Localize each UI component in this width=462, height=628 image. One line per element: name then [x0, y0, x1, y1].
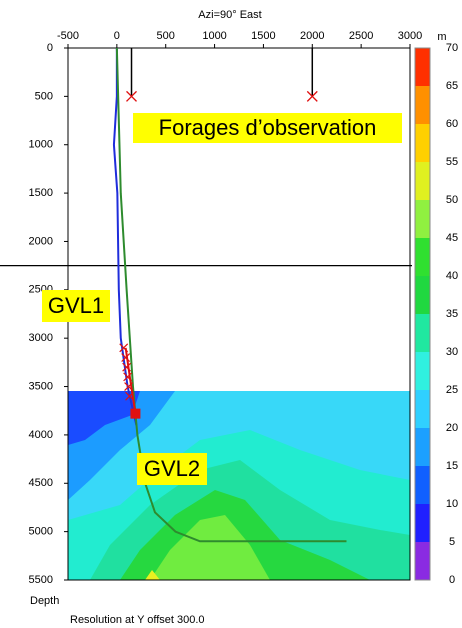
chart-title: Azi=90° East [198, 9, 261, 21]
y-tick-label: 2000 [29, 235, 53, 247]
x-tick-label: 1000 [202, 30, 226, 42]
colorbar-tick-label: 20 [446, 422, 458, 434]
colorbar-segment [415, 542, 430, 580]
annotation: GVL1 [48, 293, 104, 318]
y-tick-label: 3000 [29, 332, 53, 344]
annotation-box [137, 453, 207, 485]
colorbar-tick-label: 65 [446, 80, 458, 92]
marker [125, 391, 134, 401]
colorbar-segment [415, 314, 430, 352]
colorbar-frame [414, 47, 431, 581]
colorbar-segment [415, 162, 430, 200]
x-tick-label: -500 [57, 30, 79, 42]
marker [121, 353, 131, 362]
observation-marker [306, 90, 318, 102]
y-tick-label: 5000 [29, 526, 53, 538]
colorbar-tick-label: 35 [446, 308, 458, 320]
y-tick-label: 5500 [29, 574, 53, 586]
y-tick-label: 4000 [29, 429, 53, 441]
x-tick-label: 1500 [251, 30, 275, 42]
y-tick-label: 1000 [29, 139, 53, 151]
y-tick-label: 0 [47, 42, 53, 54]
marker [123, 372, 133, 382]
colorbar-segment [415, 48, 430, 86]
x-tick-label: 2500 [349, 30, 373, 42]
colorbar-label: m [437, 31, 446, 43]
annotation: GVL2 [144, 456, 200, 481]
colorbar-segment [415, 504, 430, 542]
x-tick-label: 3000 [398, 30, 422, 42]
colorbar-segment [415, 200, 430, 238]
y-tick-label: 500 [35, 90, 53, 102]
colorbar-tick-label: 50 [446, 194, 458, 206]
colorbar-tick-label: 5 [449, 536, 455, 548]
colorbar-tick-label: 0 [449, 574, 455, 586]
contour-band [68, 391, 140, 445]
colorbar-segment [415, 238, 430, 276]
colorbar-segment [415, 466, 430, 504]
marker [119, 343, 129, 353]
colorbar-tick-label: 30 [446, 346, 458, 358]
y-tick-label: 4500 [29, 477, 53, 489]
contour-band [150, 515, 270, 580]
colorbar-segment [415, 86, 430, 124]
y-tick-label: 1500 [29, 187, 53, 199]
colorbar-segment [415, 390, 430, 428]
colorbar-segment [415, 276, 430, 314]
observation-marker [126, 90, 137, 102]
colorbar-tick-label: 25 [446, 384, 458, 396]
colorbar-tick-label: 70 [446, 42, 458, 54]
colorbar-segment [415, 352, 430, 390]
y-tick-label: 3500 [29, 380, 53, 392]
contour-band [145, 570, 160, 580]
colorbar-tick-label: 60 [446, 118, 458, 130]
colorbar-tick-label: 55 [446, 156, 458, 168]
colorbar-segment [415, 428, 430, 466]
end-marker [130, 408, 141, 419]
colorbar-tick-label: 15 [446, 460, 458, 472]
x-tick-label: 0 [114, 30, 120, 42]
colorbar-tick-label: 40 [446, 270, 458, 282]
marker [124, 382, 134, 391]
footer: Resolution at Y offset 300.0 [70, 614, 205, 626]
x-tick-label: 2000 [300, 30, 324, 42]
x-tick-label: 500 [157, 30, 175, 42]
colorbar-tick-label: 45 [446, 232, 458, 244]
colorbar-tick-label: 10 [446, 498, 458, 510]
colorbar-segment [415, 124, 430, 162]
annotation-box [42, 290, 110, 322]
annotation: Forages d’observation [159, 115, 377, 140]
contour-map [68, 391, 410, 580]
annotation-box [133, 113, 402, 143]
marker [122, 362, 132, 372]
y-axis-label: Depth [30, 595, 59, 607]
